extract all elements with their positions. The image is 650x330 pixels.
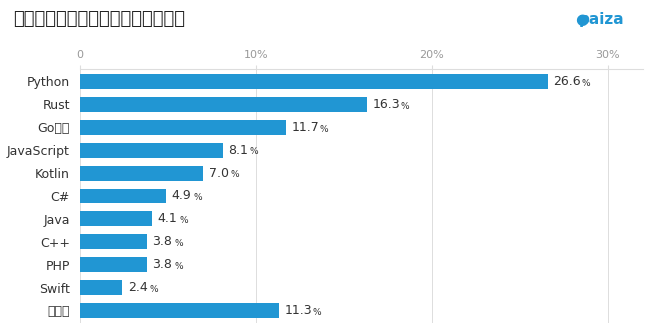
Text: %: % <box>320 125 328 134</box>
Text: %: % <box>313 308 321 317</box>
Text: %: % <box>150 285 158 294</box>
Text: 3.8: 3.8 <box>152 235 172 248</box>
Text: 今後、一番学びたいと思う言語は？: 今後、一番学びたいと思う言語は？ <box>13 10 185 28</box>
Text: 8.1: 8.1 <box>228 144 248 157</box>
Text: paiza: paiza <box>578 12 624 26</box>
Text: %: % <box>194 193 202 202</box>
Text: %: % <box>231 170 239 180</box>
Bar <box>80 303 279 318</box>
Text: 2.4: 2.4 <box>127 281 148 294</box>
Text: ●: ● <box>575 12 588 26</box>
Bar <box>80 74 548 89</box>
Bar <box>80 257 147 272</box>
Bar <box>80 212 152 226</box>
Text: 4.9: 4.9 <box>172 189 192 203</box>
Text: 3.8: 3.8 <box>152 258 172 271</box>
Text: 16.3: 16.3 <box>372 98 400 111</box>
Bar <box>80 234 147 249</box>
Text: 7.0: 7.0 <box>209 167 229 180</box>
Text: 11.7: 11.7 <box>291 121 319 134</box>
Text: 11.3: 11.3 <box>284 304 312 317</box>
Text: %: % <box>179 216 188 225</box>
Text: %: % <box>582 79 590 88</box>
Bar <box>80 188 166 203</box>
Text: %: % <box>174 239 183 248</box>
Text: 4.1: 4.1 <box>157 213 177 225</box>
Bar <box>80 143 223 158</box>
Text: %: % <box>400 102 410 111</box>
Bar <box>80 280 122 295</box>
Text: %: % <box>250 148 259 156</box>
Bar <box>80 166 203 181</box>
Bar <box>80 97 367 112</box>
Text: 26.6: 26.6 <box>553 75 581 88</box>
Text: %: % <box>174 262 183 271</box>
Bar <box>80 120 286 135</box>
